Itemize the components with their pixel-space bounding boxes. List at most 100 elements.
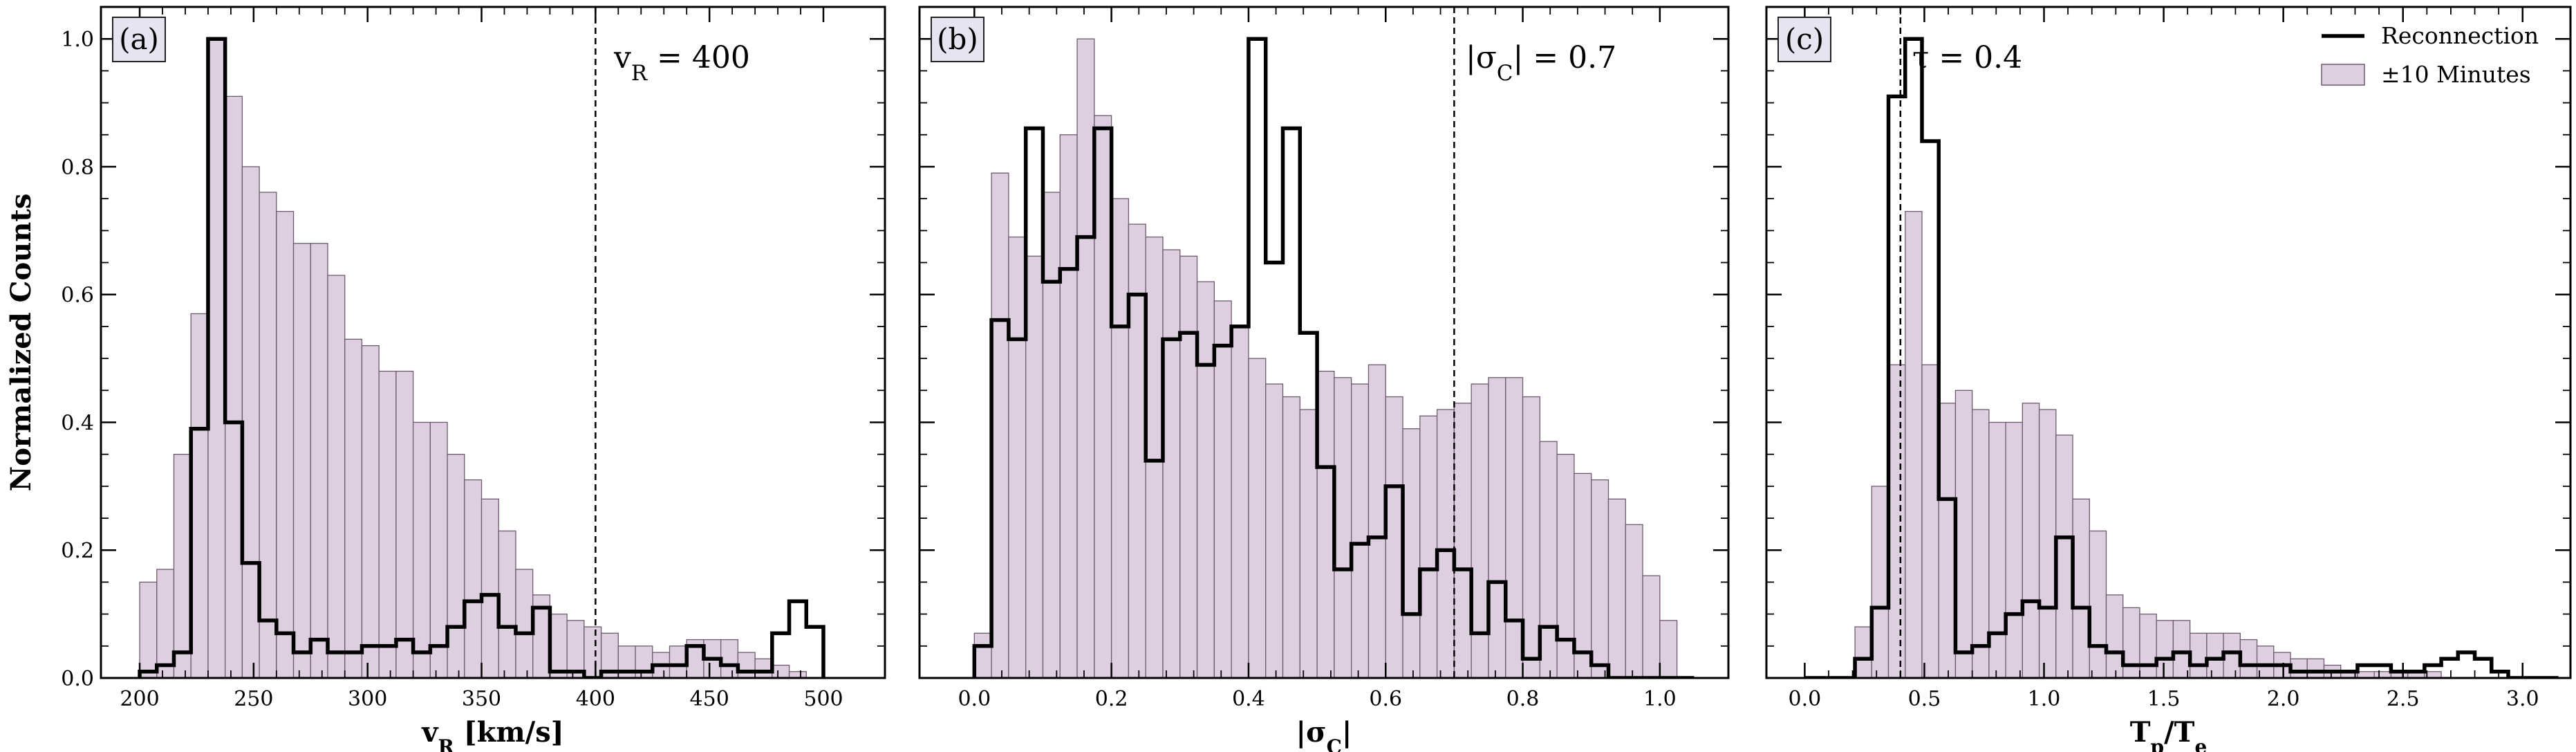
hist-bar-16	[412, 421, 431, 678]
hist-bar-35	[1574, 473, 1592, 678]
hist-bar-9	[292, 243, 311, 678]
x-axis-label: vR [km/s]	[421, 716, 563, 752]
hist-bar-6	[1905, 210, 1923, 678]
hist-bar-39	[1642, 575, 1661, 678]
hist-bar-9	[1954, 389, 1973, 678]
hist-bar-25	[1402, 428, 1421, 678]
hist-bar-8	[1110, 198, 1130, 678]
panel-label-box	[112, 17, 166, 62]
hist-bar-24	[549, 613, 568, 678]
hist-bar-31	[669, 645, 687, 678]
hist-bar-12	[1179, 255, 1198, 678]
x-tick-label: 400	[576, 687, 615, 711]
x-tick-label: 450	[690, 687, 729, 711]
hist-bar-18	[1282, 396, 1300, 678]
hist-bar-34	[720, 639, 739, 678]
hist-bar-36	[1591, 479, 1609, 678]
hist-bar-4	[1042, 192, 1061, 678]
hist-bar-17	[2089, 530, 2107, 678]
hist-bar-21	[1334, 377, 1352, 678]
hist-bar-23	[2190, 632, 2208, 678]
hist-bar-6	[241, 166, 260, 678]
hist-bar-0	[139, 581, 158, 678]
hist-bar-7	[1094, 115, 1112, 678]
panel-label: (a)	[119, 22, 159, 56]
hist-bar-29	[2290, 658, 2308, 678]
hist-bar-7	[259, 192, 277, 678]
threshold-annotation: τ = 0.4	[1912, 40, 2022, 75]
x-tick-label: 0.4	[1232, 687, 1265, 711]
legend-swatch-box	[2321, 64, 2365, 86]
hist-bar-26	[584, 626, 602, 678]
x-tick-label: 0.2	[1095, 687, 1128, 711]
hist-bar-25	[566, 620, 585, 678]
hist-bar-3	[1854, 626, 1872, 678]
hist-bar-19	[1299, 409, 1318, 678]
y-tick-label: 1.0	[61, 28, 94, 52]
hist-bar-2	[1008, 236, 1027, 678]
hist-bar-11	[327, 275, 346, 678]
hist-bar-25	[2223, 632, 2241, 678]
hist-bar-24	[2206, 632, 2224, 678]
y-tick-label: 0.2	[61, 539, 94, 563]
hist-bar-15	[1231, 326, 1249, 678]
hist-bar-21	[498, 530, 516, 678]
hist-bar-30	[2306, 658, 2325, 678]
hist-bar-35	[737, 652, 756, 678]
x-tick-label: 2.0	[2267, 687, 2300, 711]
hist-bar-1	[991, 172, 1009, 678]
y-tick-label: 0.0	[61, 667, 94, 691]
hist-bar-18	[2105, 594, 2124, 678]
legend-entry: Reconnection	[2381, 22, 2539, 49]
hist-bar-33	[1539, 441, 1558, 678]
y-axis-label: Normalized Counts	[5, 194, 37, 492]
hist-bar-7	[1921, 364, 1939, 678]
panel-label: (b)	[937, 22, 978, 56]
hist-bar-31	[1505, 377, 1524, 678]
panel-2: 0.0 0.2 0.4 0.6 0.8 1.0 (b) |σC| = 0.7 |σC|	[918, 6, 1730, 752]
x-tick-label: 2.5	[2387, 687, 2420, 711]
hist-bar-36	[754, 658, 773, 678]
hist-bar-18	[447, 454, 465, 678]
hist-bar-16	[2072, 498, 2090, 678]
hist-bar-24	[1385, 396, 1403, 678]
hist-bar-8	[276, 210, 295, 678]
hist-bar-2	[173, 454, 192, 678]
x-tick-label: 0.8	[1506, 687, 1540, 711]
threshold-annotation: vR = 400	[613, 40, 750, 86]
hist-bar-0	[973, 632, 992, 678]
hist-bar-13	[361, 345, 380, 678]
hist-bar-10	[1972, 409, 1990, 678]
hist-bar-22	[2172, 620, 2191, 678]
panel-label: (c)	[1785, 22, 1824, 56]
hist-bar-28	[1453, 403, 1472, 678]
hist-bar-38	[1625, 524, 1643, 678]
hist-bar-4	[207, 38, 226, 678]
hist-bar-22	[1351, 383, 1370, 678]
reconnection-step-line	[138, 37, 825, 678]
x-tick-label: 350	[462, 687, 501, 711]
reconnection-step-line	[972, 37, 1695, 678]
x-tick-label: 0.0	[958, 687, 991, 711]
x-axis-label: Tp/Te	[2130, 716, 2208, 752]
hist-bar-11	[1988, 421, 2006, 678]
hist-bar-22	[515, 569, 534, 678]
y-tick-label: 0.6	[61, 284, 94, 308]
hist-bar-15	[2055, 434, 2073, 678]
plot-area	[972, 37, 1695, 678]
panel-label-box	[1777, 17, 1831, 62]
x-tick-label: 0.6	[1369, 687, 1402, 711]
hist-bar-5	[1059, 134, 1078, 678]
hist-bar-11	[1162, 249, 1181, 678]
hist-bar-9	[1128, 223, 1146, 678]
hist-bar-3	[1025, 255, 1044, 678]
hist-bar-20	[480, 498, 499, 678]
hist-bar-13	[1196, 281, 1215, 678]
hist-bar-20	[2139, 613, 2157, 678]
hist-bar-32	[1522, 396, 1540, 678]
x-axis-label: |σC|	[1296, 716, 1352, 752]
hist-bar-5	[1887, 364, 1906, 678]
panels-root: 200 250 300 350 400 450 500 0.0 0.2 0.4 0.6 0.8 1.0 (…	[5, 6, 2572, 752]
hist-bar-20	[1316, 370, 1335, 678]
